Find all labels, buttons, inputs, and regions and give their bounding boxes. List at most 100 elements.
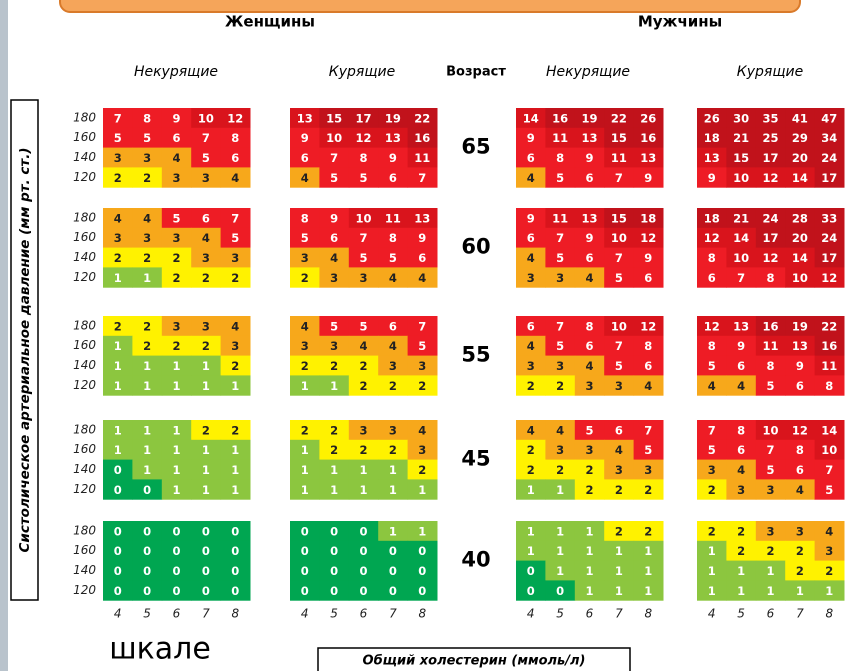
risk-value: 0 — [301, 544, 309, 558]
risk-value: 2 — [766, 544, 774, 558]
risk-value: 34 — [821, 131, 837, 145]
risk-value: 22 — [611, 111, 627, 125]
risk-value: 15 — [733, 151, 749, 165]
risk-value: 3 — [615, 379, 623, 393]
risk-value: 10 — [611, 231, 627, 245]
y-tick-label: 160 — [73, 338, 96, 352]
risk-value: 6 — [301, 151, 309, 165]
risk-value: 3 — [330, 271, 338, 285]
x-tick-label: 5 — [143, 607, 151, 621]
risk-value: 0 — [202, 524, 210, 538]
risk-value: 6 — [527, 151, 535, 165]
risk-value: 1 — [172, 463, 180, 477]
y-tick-label: 120 — [73, 170, 96, 184]
y-tick-label: 120 — [73, 378, 96, 392]
risk-value: 2 — [359, 443, 367, 457]
risk-value: 6 — [708, 271, 716, 285]
risk-value: 1 — [231, 443, 239, 457]
x-tick-label: 8 — [231, 607, 239, 621]
risk-value: 8 — [359, 151, 367, 165]
risk-value: 8 — [143, 111, 151, 125]
risk-value: 0 — [418, 544, 426, 558]
risk-value: 9 — [330, 211, 338, 225]
risk-value: 8 — [825, 379, 833, 393]
x-tick-label: 5 — [737, 607, 745, 621]
risk-value: 2 — [114, 319, 122, 333]
risk-value: 24 — [821, 231, 837, 245]
risk-value: 0 — [330, 524, 338, 538]
risk-value: 4 — [359, 339, 367, 353]
risk-value: 3 — [766, 483, 774, 497]
risk-value: 5 — [556, 251, 564, 265]
risk-value: 6 — [615, 423, 623, 437]
y-tick-label: 160 — [73, 442, 96, 456]
risk-value: 0 — [114, 564, 122, 578]
risk-value: 0 — [143, 584, 151, 598]
risk-value: 2 — [708, 483, 716, 497]
risk-value: 1 — [143, 443, 151, 457]
risk-value: 8 — [737, 423, 745, 437]
risk-value: 1 — [556, 564, 564, 578]
risk-value: 19 — [581, 111, 597, 125]
risk-value: 13 — [297, 111, 313, 125]
risk-value: 15 — [326, 111, 342, 125]
risk-value: 20 — [792, 151, 808, 165]
risk-value: 30 — [733, 111, 749, 125]
risk-value: 0 — [143, 483, 151, 497]
risk-value: 9 — [585, 231, 593, 245]
risk-value: 5 — [708, 359, 716, 373]
risk-value: 0 — [143, 524, 151, 538]
risk-value: 1 — [359, 483, 367, 497]
risk-value: 2 — [585, 463, 593, 477]
risk-value: 1 — [114, 423, 122, 437]
risk-value: 11 — [611, 151, 627, 165]
risk-value: 10 — [326, 131, 342, 145]
risk-value: 9 — [172, 111, 180, 125]
risk-value: 2 — [330, 423, 338, 437]
risk-value: 6 — [527, 319, 535, 333]
risk-value: 8 — [585, 319, 593, 333]
risk-value: 1 — [825, 584, 833, 598]
risk-value: 3 — [389, 423, 397, 437]
risk-value: 6 — [389, 171, 397, 185]
risk-value: 4 — [527, 423, 535, 437]
risk-value: 4 — [527, 339, 535, 353]
risk-value: 5 — [556, 171, 564, 185]
risk-value: 2 — [202, 423, 210, 437]
risk-value: 33 — [821, 211, 837, 225]
y-tick-label: 160 — [73, 543, 96, 557]
risk-value: 10 — [762, 423, 778, 437]
risk-value: 1 — [172, 423, 180, 437]
risk-value: 1 — [359, 463, 367, 477]
risk-value: 0 — [389, 544, 397, 558]
risk-value: 8 — [796, 443, 804, 457]
risk-value: 4 — [114, 211, 122, 225]
risk-value: 11 — [552, 131, 568, 145]
risk-value: 17 — [821, 171, 837, 185]
risk-value: 3 — [202, 251, 210, 265]
risk-value: 1 — [708, 564, 716, 578]
x-tick-label: 7 — [615, 607, 623, 621]
risk-value: 21 — [733, 131, 749, 145]
risk-value: 6 — [644, 359, 652, 373]
risk-value: 29 — [792, 131, 808, 145]
risk-value: 1 — [202, 483, 210, 497]
risk-value: 5 — [615, 359, 623, 373]
risk-value: 0 — [359, 544, 367, 558]
risk-value: 1 — [172, 483, 180, 497]
risk-value: 7 — [556, 231, 564, 245]
risk-value: 7 — [644, 423, 652, 437]
risk-value: 1 — [330, 463, 338, 477]
risk-value: 6 — [418, 251, 426, 265]
risk-value: 5 — [143, 131, 151, 145]
risk-value: 1 — [708, 544, 716, 558]
risk-value: 1 — [615, 564, 623, 578]
risk-value: 0 — [556, 584, 564, 598]
risk-value: 2 — [114, 171, 122, 185]
risk-value: 1 — [330, 379, 338, 393]
risk-value: 4 — [389, 339, 397, 353]
risk-value: 0 — [301, 564, 309, 578]
risk-value: 6 — [796, 379, 804, 393]
risk-value: 0 — [231, 584, 239, 598]
risk-value: 0 — [114, 483, 122, 497]
